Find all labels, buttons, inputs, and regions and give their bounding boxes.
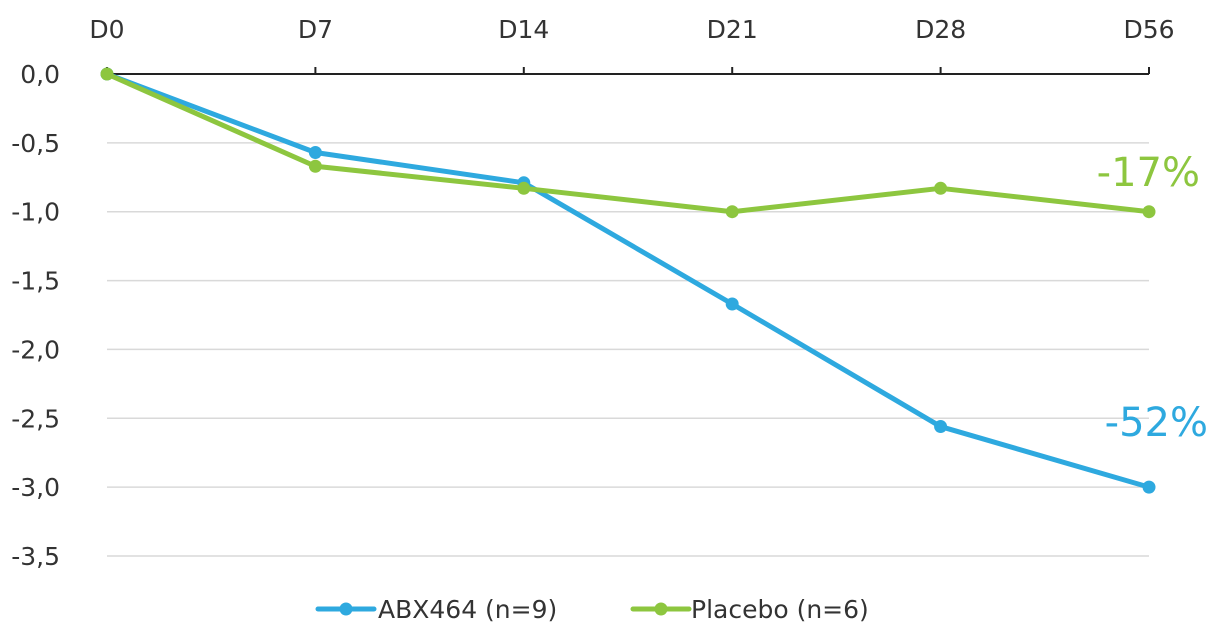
- data-point: [308, 145, 322, 159]
- y-tick-label: 0,0: [20, 60, 60, 89]
- data-point: [934, 420, 948, 434]
- x-tick-label: D0: [89, 15, 124, 44]
- data-point: [1142, 205, 1156, 219]
- y-tick-label: -2,5: [11, 404, 60, 433]
- x-tick-label: D56: [1123, 15, 1174, 44]
- y-tick-label: -3,5: [11, 542, 60, 571]
- data-point: [725, 205, 739, 219]
- data-point: [308, 159, 322, 173]
- end-label: -17%: [1097, 150, 1200, 196]
- legend-label: Placebo (n=6): [691, 595, 869, 624]
- x-tick-label: D7: [298, 15, 333, 44]
- legend: ABX464 (n=9) Placebo (n=6): [315, 595, 869, 624]
- data-point: [934, 181, 948, 195]
- legend-item: Placebo (n=6): [630, 595, 869, 624]
- data-point: [517, 181, 531, 195]
- end-labels: -52% -17%: [1097, 150, 1208, 446]
- y-tick-labels: 0,0 -0,5 -1,0 -1,5 -2,0 -2,5 -3,0 -3,5: [11, 60, 60, 571]
- x-axis: [106, 67, 1150, 75]
- series-1: [100, 67, 1156, 219]
- series-line: [104, 71, 1152, 490]
- data-point: [100, 67, 114, 81]
- y-tick-label: -3,0: [11, 473, 60, 502]
- x-tick-label: D28: [915, 15, 966, 44]
- series-lines: [100, 67, 1156, 494]
- end-label: -52%: [1105, 400, 1208, 446]
- data-point: [725, 297, 739, 311]
- y-tick-label: -0,5: [11, 129, 60, 158]
- y-tick-label: -1,0: [11, 198, 60, 227]
- legend-swatch-marker: [654, 602, 668, 616]
- y-tick-label: -2,0: [11, 335, 60, 364]
- series-line: [104, 71, 1152, 215]
- legend-label: ABX464 (n=9): [378, 595, 557, 624]
- x-tick-label: D21: [707, 15, 758, 44]
- x-tick-label: D14: [498, 15, 549, 44]
- x-tick-labels: D0 D7 D14 D21 D28 D56: [89, 15, 1174, 44]
- data-point: [1142, 480, 1156, 494]
- legend-swatch-marker: [339, 602, 353, 616]
- legend-item: ABX464 (n=9): [315, 595, 557, 624]
- y-tick-label: -1,5: [11, 267, 60, 296]
- gridlines: [107, 142, 1149, 557]
